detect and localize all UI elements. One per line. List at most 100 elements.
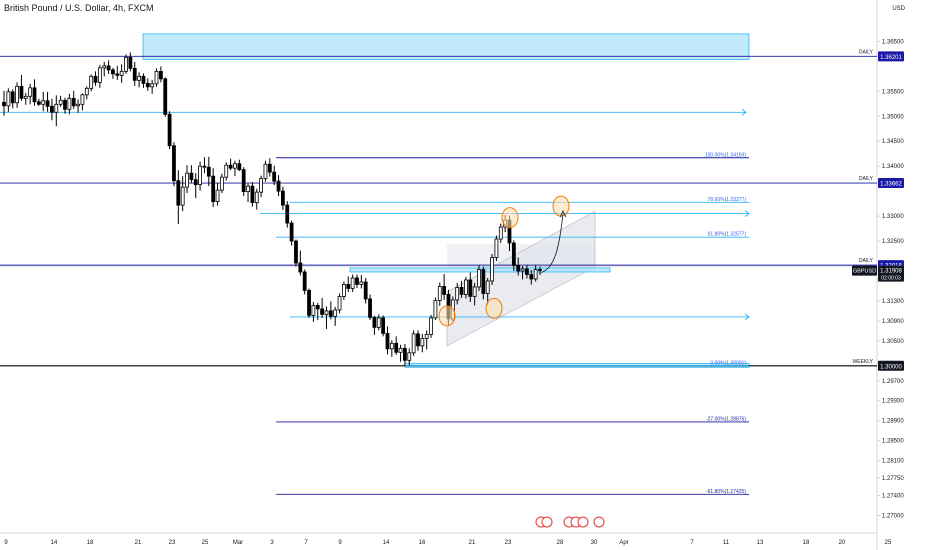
- candle-body: [485, 280, 490, 294]
- candle-body: [185, 172, 189, 188]
- time-tick-label: Mar: [233, 540, 243, 546]
- candle-body: [424, 333, 429, 339]
- price-axis[interactable]: USD 1.36500 1.35500 1.35000 1.34500 1.34000 1.…: [877, 6, 906, 520]
- candle: [137, 72, 141, 88]
- candle: [189, 165, 194, 184]
- candle-body: [420, 337, 425, 347]
- candle: [398, 344, 403, 362]
- candle-body: [328, 310, 333, 317]
- supply-zone-top: [142, 33, 750, 60]
- candle: [36, 98, 41, 106]
- candle-body: [324, 310, 329, 315]
- candle: [433, 297, 438, 320]
- time-tick-label: 25: [885, 540, 892, 546]
- fibonacci-levels[interactable]: 100.00%(1.34169) 78.60%(1.33277) 61.80%(1.…: [276, 152, 749, 495]
- candle-body: [254, 191, 259, 204]
- time-tick-label: 21: [469, 540, 476, 546]
- candle-body: [359, 281, 364, 285]
- candle: [485, 277, 490, 305]
- candle: [494, 235, 499, 262]
- candle-body: [294, 240, 298, 264]
- candle: [97, 64, 102, 88]
- candle: [511, 240, 516, 271]
- candle: [254, 188, 259, 210]
- candle: [481, 266, 486, 300]
- candle-body: [307, 290, 311, 316]
- time-tick-label: 3: [270, 540, 274, 546]
- candle: [424, 330, 429, 350]
- candle-body: [389, 342, 394, 350]
- candle: [211, 168, 216, 208]
- candle-body: [411, 333, 416, 354]
- candle: [333, 306, 338, 326]
- time-tick-label: 18: [87, 540, 94, 546]
- candle: [529, 269, 534, 285]
- candle-body: [355, 277, 359, 285]
- fib-label: 100.00%(1.34169): [705, 152, 746, 158]
- fib-label: 78.60%(1.33277): [708, 197, 747, 203]
- candle-body: [363, 281, 368, 300]
- price-tick-label: 1.31300: [882, 299, 904, 305]
- candle-body: [198, 165, 202, 186]
- candle: [89, 74, 94, 92]
- candle-body: [315, 305, 320, 310]
- candle: [363, 277, 368, 304]
- level-price-tag: 1.36201: [878, 51, 904, 62]
- candle-body: [333, 309, 338, 317]
- candle: [490, 254, 494, 285]
- time-axis[interactable]: 9 14 18 21 23 25 Mar 3 7 9 14 16 21 23 28 30 Apr 7 11 13 18 2…: [4, 540, 892, 546]
- candle: [50, 98, 54, 121]
- price-tick-label: 1.27000: [882, 514, 904, 520]
- price-tick-label: 1.33000: [882, 214, 904, 220]
- candle-body: [6, 91, 11, 107]
- candle: [10, 89, 15, 109]
- candle-body: [267, 163, 272, 173]
- time-tick-label: 13: [757, 540, 764, 546]
- time-tick-label: 9: [338, 540, 342, 546]
- symbol-tag-text: GBPUSD: [853, 269, 876, 275]
- candle: [276, 175, 281, 197]
- candle-body: [302, 271, 307, 291]
- candles[interactable]: [2, 52, 542, 366]
- time-tick-label: 21: [135, 540, 142, 546]
- candle: [158, 66, 163, 83]
- candle: [84, 86, 89, 100]
- candle: [176, 170, 181, 225]
- candle: [259, 175, 264, 198]
- candle: [437, 282, 442, 306]
- candle: [376, 314, 381, 331]
- candle: [80, 93, 85, 111]
- candle: [315, 302, 320, 320]
- candle: [372, 315, 377, 335]
- pattern-markers[interactable]: [438, 195, 605, 528]
- candle: [23, 92, 28, 105]
- candle-body: [272, 171, 277, 182]
- candle: [132, 61, 137, 86]
- candle-body: [228, 164, 233, 169]
- candle-body: [437, 286, 442, 301]
- price-tick-label: 1.30500: [882, 339, 904, 345]
- candle-body: [215, 189, 220, 203]
- time-tick-label: 9: [4, 540, 8, 546]
- swing-point-marker: [438, 305, 456, 327]
- current-price-countdown: 02:00:03: [881, 276, 901, 282]
- candle-body: [442, 286, 447, 295]
- candle: [516, 257, 521, 276]
- ray-arrowhead: [744, 313, 750, 321]
- price-tick-label: 1.34500: [882, 139, 904, 145]
- level-tag-text: 1.36201: [880, 55, 902, 61]
- candle: [163, 77, 168, 117]
- candle: [455, 282, 460, 305]
- time-tick-label: 14: [51, 540, 58, 546]
- candle: [294, 239, 298, 267]
- candle-body: [490, 257, 494, 282]
- candle-body: [97, 67, 102, 83]
- candle: [58, 95, 63, 107]
- candle-body: [145, 82, 150, 88]
- candle-body: [19, 85, 24, 99]
- candle-body: [320, 308, 325, 315]
- price-tick-label: 1.35000: [882, 114, 904, 120]
